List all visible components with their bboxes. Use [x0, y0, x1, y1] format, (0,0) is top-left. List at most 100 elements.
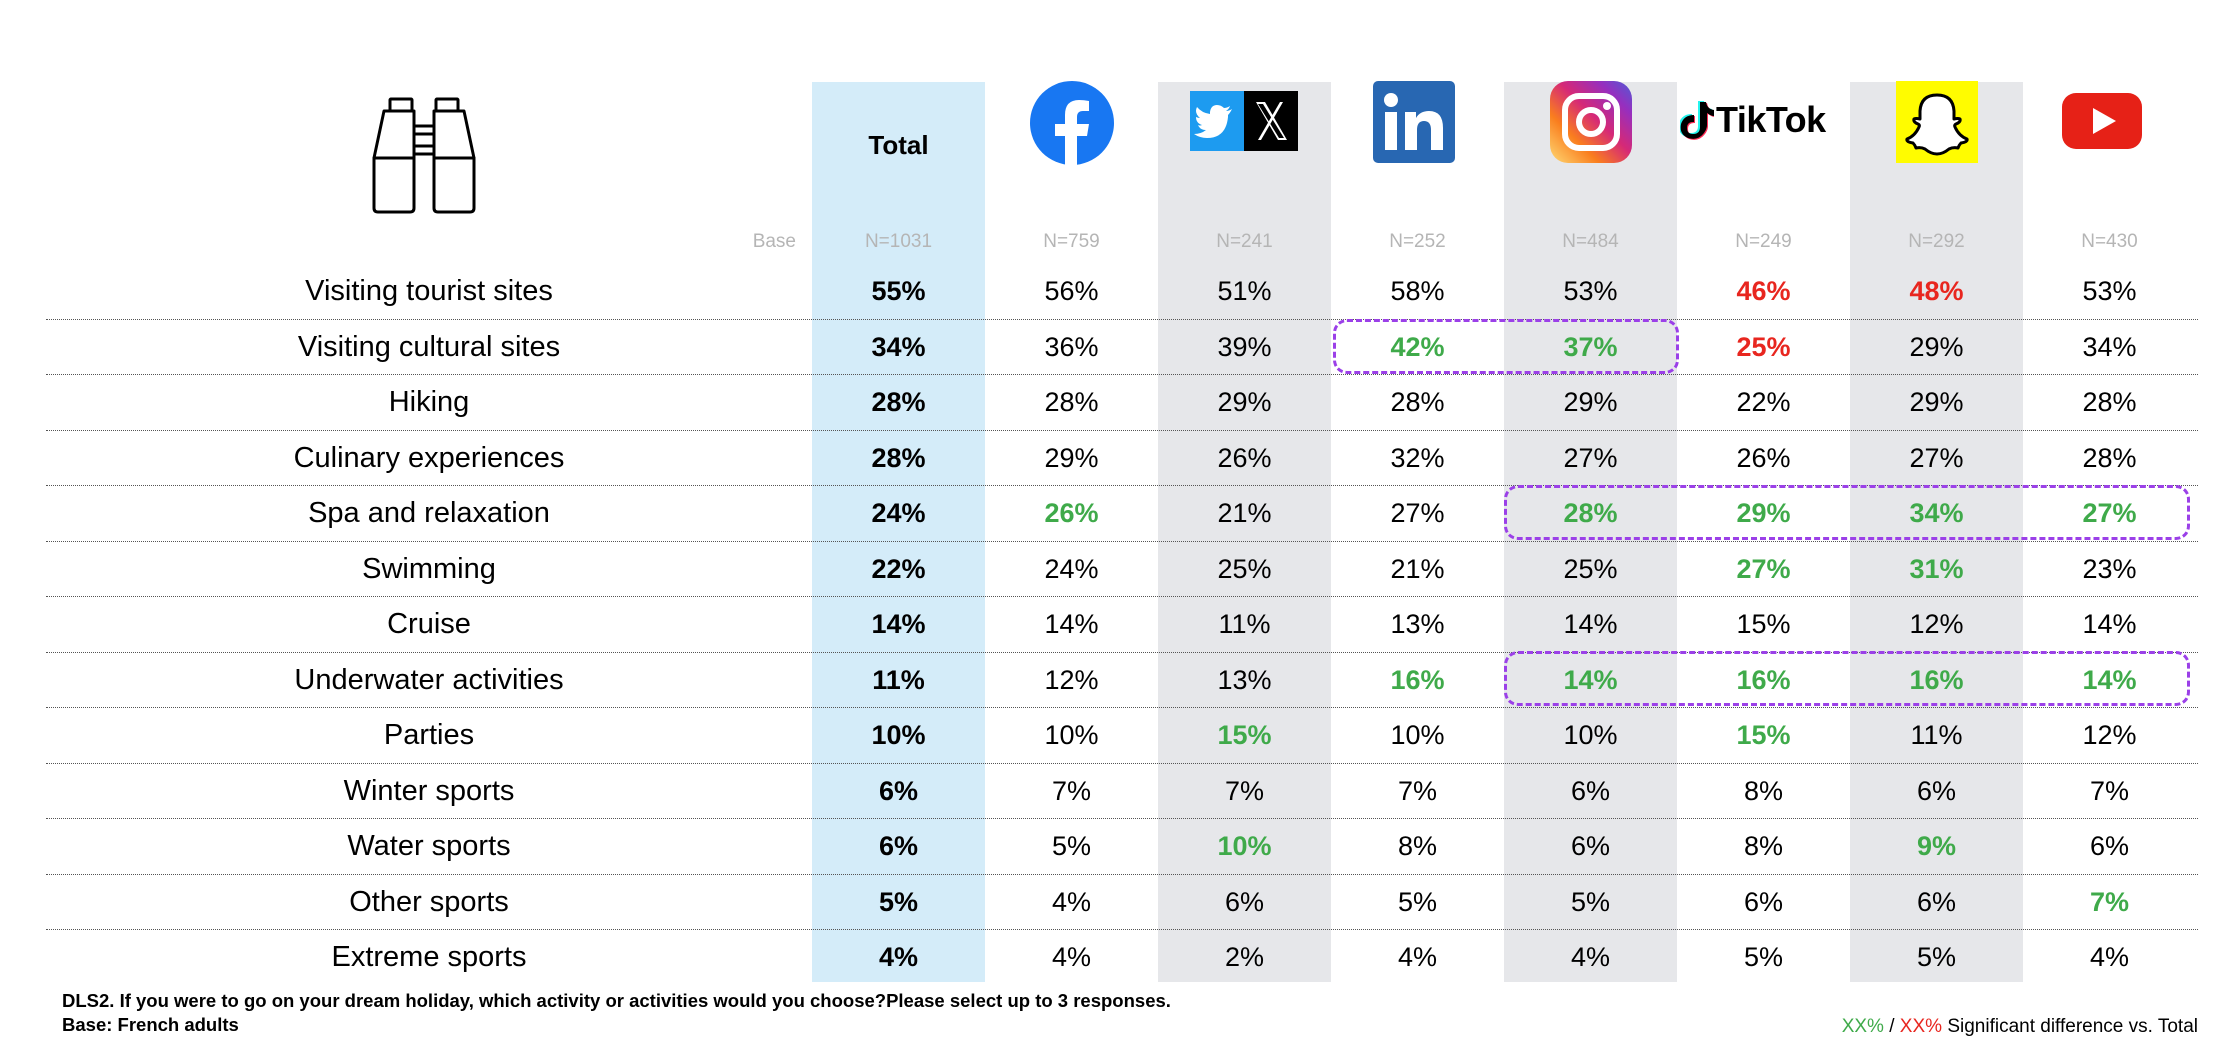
table-cell-instagram: 28%	[1563, 498, 1618, 528]
table-cell-facebook: 29%	[1044, 442, 1099, 473]
twitter-column-background	[1158, 82, 1331, 982]
row-label: Winter sports	[343, 774, 515, 807]
table-cell-twitter_x: 11%	[1218, 609, 1271, 639]
table-cell-instagram: 4%	[1570, 942, 1611, 972]
legend-separator: /	[1883, 1016, 1900, 1037]
row-label: Other sports	[349, 885, 509, 918]
table-cell-twitter_x: 39%	[1217, 331, 1272, 362]
table-cell-youtube: 7%	[2089, 886, 2130, 917]
base-footnote: Base: French adults	[62, 1014, 239, 1035]
base-linkedin: N=252	[1389, 231, 1446, 252]
table-cell-linkedin: 27%	[1390, 498, 1445, 528]
table-cell-twitter_x: 13%	[1217, 664, 1272, 695]
snapchat-column-background	[1850, 82, 2023, 982]
significance-legend: XX% / XX% Significant difference vs. Tot…	[1842, 1016, 2198, 1038]
table-cell-tiktok: 16%	[1736, 664, 1791, 695]
table-cell-instagram: 53%	[1563, 276, 1618, 306]
table-cell-linkedin: 13%	[1390, 609, 1445, 639]
row-label: Hiking	[388, 386, 470, 418]
table-cell-twitter_x: 6%	[1224, 886, 1265, 917]
table-cell-tiktok: 46%	[1736, 276, 1791, 306]
table-cell-total: 55%	[871, 276, 926, 306]
table-cell-youtube: 4%	[2089, 942, 2130, 972]
table-cell-twitter_x: 7%	[1224, 775, 1265, 806]
table-cell-facebook: 4%	[1051, 942, 1092, 972]
row-divider	[46, 596, 2198, 597]
table-cell-facebook: 10%	[1044, 720, 1099, 750]
table-cell-tiktok: 22%	[1736, 387, 1791, 417]
legend-green-sample: XX%	[1841, 1016, 1884, 1037]
instagram-icon	[1550, 81, 1632, 163]
highlight-box-cultural-sites	[1333, 319, 1679, 374]
snapchat-icon	[1896, 81, 1978, 163]
table-cell-snapchat: 11%	[1910, 720, 1963, 750]
table-cell-instagram: 27%	[1563, 442, 1618, 473]
table-cell-facebook: 14%	[1044, 609, 1099, 639]
table-cell-facebook: 7%	[1051, 775, 1092, 806]
table-cell-youtube: 27%	[2082, 498, 2137, 528]
base-facebook: N=759	[1043, 231, 1100, 252]
table-cell-youtube: 23%	[2082, 553, 2137, 584]
table-cell-snapchat: 6%	[1916, 886, 1957, 917]
table-cell-linkedin: 7%	[1397, 775, 1438, 806]
table-cell-youtube: 28%	[2082, 387, 2137, 417]
row-divider	[46, 929, 2198, 930]
row-label: Visiting tourist sites	[305, 275, 553, 307]
twitter-x-icon	[1190, 91, 1298, 151]
table-cell-total: 14%	[871, 609, 926, 639]
row-divider	[46, 429, 2198, 431]
table-cell-tiktok: 27%	[1736, 553, 1791, 584]
table-cell-snapchat: 48%	[1909, 276, 1964, 306]
table-cell-linkedin: 32%	[1390, 442, 1445, 473]
base-label: Base	[752, 231, 796, 252]
table-cell-linkedin: 5%	[1397, 886, 1438, 917]
table-cell-facebook: 56%	[1044, 276, 1099, 306]
table-cell-snapchat: 34%	[1909, 498, 1964, 528]
table-cell-tiktok: 15%	[1736, 609, 1791, 639]
table-cell-instagram: 6%	[1570, 831, 1611, 861]
table-cell-youtube: 53%	[2082, 276, 2137, 306]
base-total: N=1031	[864, 231, 933, 252]
base-tiktok: N=249	[1735, 231, 1792, 252]
table-cell-facebook: 5%	[1051, 831, 1092, 861]
table-cell-twitter_x: 26%	[1217, 442, 1272, 473]
table-cell-tiktok: 8%	[1743, 831, 1784, 861]
table-cell-total: 4%	[878, 942, 919, 972]
table-cell-total: 28%	[871, 387, 926, 417]
row-divider	[46, 485, 2198, 486]
table-cell-snapchat: 5%	[1916, 942, 1957, 972]
table-cell-instagram: 14%	[1563, 664, 1618, 695]
table-cell-total: 6%	[878, 775, 919, 806]
total-column-background	[812, 82, 985, 982]
table-cell-total: 10%	[871, 720, 926, 750]
table-cell-linkedin: 58%	[1390, 276, 1445, 306]
table-cell-instagram: 14%	[1563, 609, 1618, 639]
table-cell-twitter_x: 21%	[1217, 498, 1272, 528]
table-cell-youtube: 28%	[2082, 442, 2137, 473]
table-cell-facebook: 24%	[1044, 553, 1099, 584]
highlight-box-underwater	[1504, 651, 2190, 706]
table-cell-linkedin: 42%	[1390, 331, 1445, 362]
table-cell-total: 5%	[878, 886, 919, 917]
row-divider	[46, 762, 2198, 764]
table-cell-instagram: 37%	[1563, 331, 1618, 362]
row-label: Water sports	[347, 830, 511, 862]
tiktok-wordmark: TikTok	[1716, 99, 1826, 140]
base-twitter_x: N=241	[1216, 231, 1273, 252]
row-label: Swimming	[362, 552, 496, 585]
table-cell-snapchat: 6%	[1916, 775, 1957, 806]
table-cell-total: 24%	[871, 498, 926, 528]
table-cell-total: 6%	[878, 831, 919, 861]
table-cell-total: 28%	[871, 442, 926, 473]
youtube-icon	[2062, 93, 2142, 149]
table-cell-facebook: 28%	[1044, 387, 1099, 417]
row-divider	[46, 651, 2198, 653]
table-cell-linkedin: 28%	[1390, 387, 1445, 417]
table-cell-tiktok: 29%	[1736, 498, 1791, 528]
table-cell-snapchat: 9%	[1916, 831, 1957, 861]
tiktok-icon: TikTok	[1680, 98, 1850, 142]
table-cell-instagram: 25%	[1563, 553, 1618, 584]
base-snapchat: N=292	[1908, 231, 1965, 252]
table-cell-tiktok: 25%	[1736, 331, 1791, 362]
table-cell-facebook: 36%	[1044, 331, 1099, 362]
